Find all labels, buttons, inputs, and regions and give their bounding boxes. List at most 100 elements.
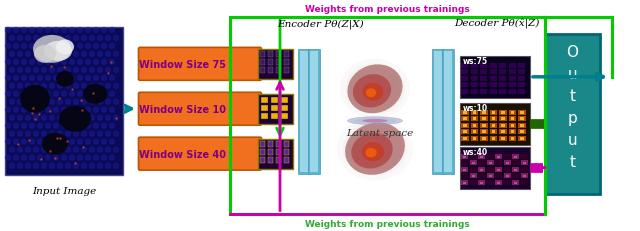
Circle shape	[70, 155, 74, 161]
Circle shape	[58, 52, 63, 57]
Bar	[512, 167, 519, 172]
Bar	[284, 60, 289, 66]
Bar	[501, 131, 504, 134]
Bar	[460, 103, 530, 145]
Bar	[276, 67, 281, 73]
Bar	[276, 149, 281, 155]
Circle shape	[58, 132, 63, 137]
Bar	[276, 60, 281, 66]
Bar	[492, 111, 495, 114]
Bar	[461, 167, 468, 172]
Circle shape	[113, 68, 118, 73]
Circle shape	[45, 60, 51, 65]
Ellipse shape	[345, 123, 405, 175]
Circle shape	[38, 140, 42, 145]
Bar	[463, 131, 467, 134]
Circle shape	[93, 28, 99, 33]
Bar	[482, 118, 486, 121]
Circle shape	[70, 92, 74, 97]
Circle shape	[61, 108, 67, 113]
Circle shape	[113, 148, 118, 152]
Circle shape	[49, 132, 54, 137]
Text: Latent space: Latent space	[346, 129, 413, 138]
Bar	[230, 18, 545, 214]
Circle shape	[102, 140, 106, 145]
Bar	[276, 52, 281, 58]
Circle shape	[26, 52, 31, 57]
Bar	[506, 175, 509, 177]
Circle shape	[6, 44, 10, 49]
Circle shape	[90, 116, 95, 121]
Circle shape	[109, 92, 115, 97]
Bar	[520, 118, 524, 121]
Circle shape	[38, 124, 42, 129]
Circle shape	[113, 116, 118, 121]
Bar	[461, 70, 468, 75]
Circle shape	[74, 163, 79, 168]
Bar	[260, 141, 265, 147]
Bar	[258, 139, 293, 169]
Bar	[518, 64, 525, 69]
Bar	[281, 97, 288, 103]
Text: Window Size 10: Window Size 10	[139, 104, 226, 114]
Bar	[276, 157, 281, 163]
Ellipse shape	[362, 143, 385, 161]
Bar	[284, 157, 289, 163]
Ellipse shape	[345, 64, 404, 115]
Circle shape	[77, 108, 83, 113]
Bar	[495, 154, 502, 159]
Bar	[470, 110, 478, 115]
Bar	[497, 169, 500, 171]
Bar	[472, 124, 476, 127]
Circle shape	[109, 28, 115, 33]
Bar	[461, 117, 468, 122]
Circle shape	[6, 108, 10, 113]
Circle shape	[106, 36, 111, 41]
Bar	[461, 180, 468, 185]
Circle shape	[58, 148, 63, 152]
Bar	[512, 154, 519, 159]
Bar	[478, 154, 485, 159]
Bar	[518, 136, 525, 141]
Bar	[490, 83, 497, 88]
Bar	[271, 97, 278, 103]
Bar	[522, 162, 525, 164]
Bar	[461, 173, 468, 178]
Circle shape	[86, 44, 90, 49]
Circle shape	[97, 36, 102, 41]
Circle shape	[49, 84, 54, 89]
Circle shape	[109, 155, 115, 161]
FancyBboxPatch shape	[138, 93, 262, 126]
Bar	[480, 123, 488, 128]
Circle shape	[70, 60, 74, 65]
Bar	[478, 161, 485, 165]
Bar	[509, 64, 515, 69]
Bar	[480, 76, 487, 82]
Bar	[499, 89, 506, 94]
Circle shape	[58, 84, 63, 89]
Bar	[512, 180, 519, 185]
Circle shape	[58, 163, 63, 168]
Bar	[501, 137, 504, 140]
Text: t: t	[570, 155, 575, 169]
Bar	[514, 182, 517, 184]
Circle shape	[102, 155, 106, 161]
Text: Window Size 75: Window Size 75	[139, 60, 226, 70]
Circle shape	[33, 36, 38, 41]
Circle shape	[17, 100, 22, 105]
Bar	[268, 60, 273, 66]
Circle shape	[113, 36, 118, 41]
Circle shape	[13, 76, 19, 81]
Circle shape	[109, 76, 115, 81]
Bar	[268, 141, 273, 147]
Circle shape	[33, 132, 38, 137]
Bar	[470, 154, 477, 159]
Circle shape	[10, 132, 15, 137]
Circle shape	[13, 60, 19, 65]
Circle shape	[17, 36, 22, 41]
Bar	[461, 83, 468, 88]
Bar	[463, 124, 467, 127]
Bar	[509, 70, 515, 75]
Ellipse shape	[56, 72, 74, 87]
Bar	[472, 162, 474, 164]
